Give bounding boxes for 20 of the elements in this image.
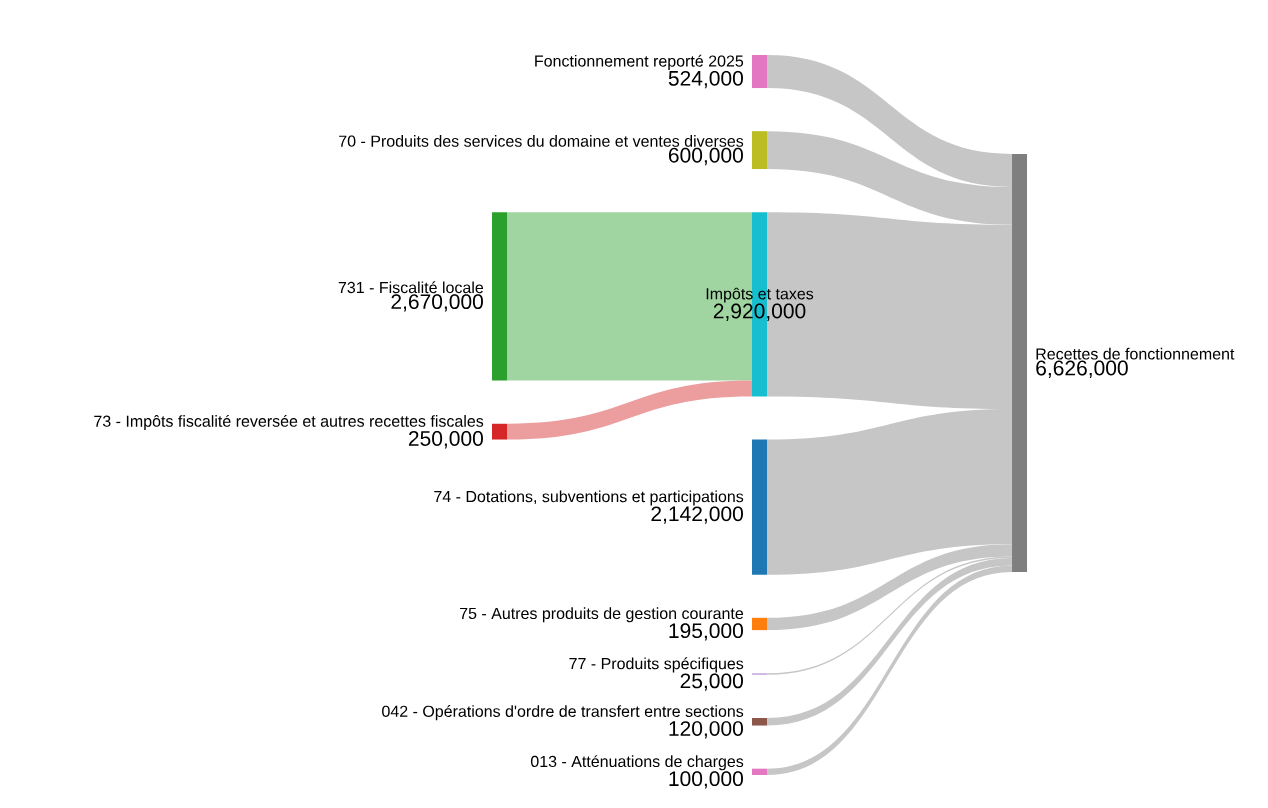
- category-label: 731 - Fiscalité locale: [338, 281, 484, 294]
- category-label: Fonctionnement reporté 2025: [535, 54, 744, 70]
- category-label: 73 - Impôts fiscalité reversée et autres recettes fiscales: [94, 414, 484, 431]
- category-label: 70 - Produits des services du domaine et ventes diverses: [339, 135, 744, 147]
- data-label: 524,000: [668, 70, 743, 89]
- data-label: 25,000: [680, 673, 743, 691]
- category-label: 042 - Opérations d'ordre de transfert entre sections: [382, 705, 744, 721]
- data-label: 600,000: [668, 147, 743, 166]
- category-label: 013 - Atténuations de charges: [530, 755, 744, 771]
- data-label: 2,142,000: [651, 506, 743, 524]
- data-label: 100,000: [669, 771, 743, 789]
- data-label: 6,626,000: [1036, 360, 1128, 378]
- category-label: 75 - Autres produits de gestion courante: [460, 607, 744, 623]
- data-label: 195,000: [669, 623, 743, 641]
- data-label: 250,000: [408, 431, 483, 449]
- data-label: 120,000: [669, 721, 743, 739]
- data-label: 2,670,000: [391, 294, 483, 312]
- category-label: Recettes de fonctionnement: [1036, 347, 1235, 360]
- category-label: 74 - Dotations, subventions et participations: [434, 490, 744, 506]
- category-label: 77 - Produits spécifiques: [569, 657, 744, 673]
